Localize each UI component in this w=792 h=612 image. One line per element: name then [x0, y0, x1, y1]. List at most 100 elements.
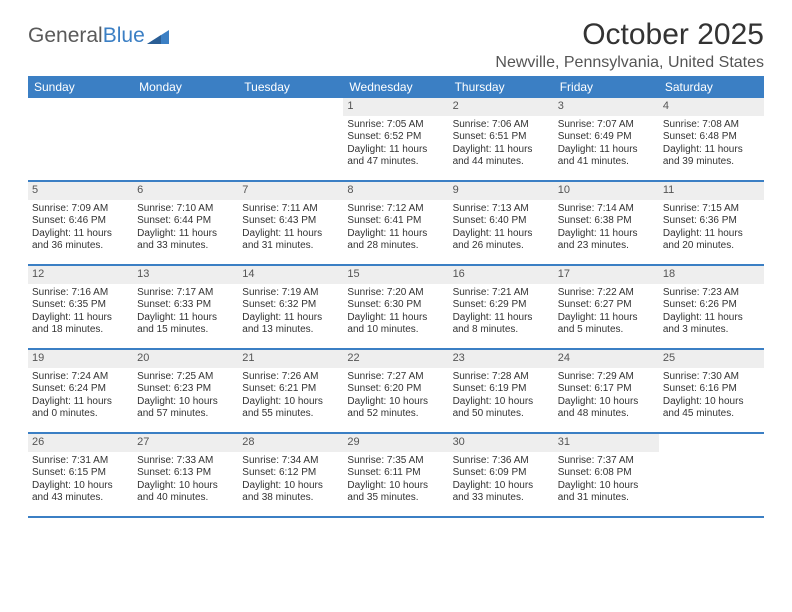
logo-text-general: General — [28, 24, 103, 48]
day-number: 8 — [343, 182, 448, 200]
day-number: 27 — [133, 434, 238, 452]
sunrise-text: Sunrise: 7:17 AM — [137, 287, 234, 300]
day-cell: 30Sunrise: 7:36 AMSunset: 6:09 PMDayligh… — [449, 434, 554, 516]
day-number: 14 — [238, 266, 343, 284]
daylight-text: Daylight: 10 hours — [137, 480, 234, 493]
sunrise-text: Sunrise: 7:24 AM — [32, 371, 129, 384]
day-number: 10 — [554, 182, 659, 200]
sunrise-text: Sunrise: 7:13 AM — [453, 203, 550, 216]
daylight-text: and 50 minutes. — [453, 408, 550, 421]
sunrise-text: Sunrise: 7:21 AM — [453, 287, 550, 300]
week-row: 12Sunrise: 7:16 AMSunset: 6:35 PMDayligh… — [28, 266, 764, 350]
day-cell: 8Sunrise: 7:12 AMSunset: 6:41 PMDaylight… — [343, 182, 448, 264]
daylight-text: and 33 minutes. — [453, 492, 550, 505]
day-number: 22 — [343, 350, 448, 368]
day-cell: 15Sunrise: 7:20 AMSunset: 6:30 PMDayligh… — [343, 266, 448, 348]
sunrise-text: Sunrise: 7:26 AM — [242, 371, 339, 384]
daylight-text: Daylight: 10 hours — [663, 396, 760, 409]
day-cell: 9Sunrise: 7:13 AMSunset: 6:40 PMDaylight… — [449, 182, 554, 264]
day-number: 21 — [238, 350, 343, 368]
daylight-text: Daylight: 10 hours — [32, 480, 129, 493]
daylight-text: Daylight: 10 hours — [242, 480, 339, 493]
daylight-text: Daylight: 10 hours — [137, 396, 234, 409]
sunrise-text: Sunrise: 7:11 AM — [242, 203, 339, 216]
day-number: 5 — [28, 182, 133, 200]
sunset-text: Sunset: 6:15 PM — [32, 467, 129, 480]
daylight-text: and 35 minutes. — [347, 492, 444, 505]
day-cell: 4Sunrise: 7:08 AMSunset: 6:48 PMDaylight… — [659, 98, 764, 180]
calendar-grid: Sunday Monday Tuesday Wednesday Thursday… — [28, 76, 764, 518]
day-number: 7 — [238, 182, 343, 200]
sunrise-text: Sunrise: 7:29 AM — [558, 371, 655, 384]
daylight-text: and 20 minutes. — [663, 240, 760, 253]
daylight-text: and 28 minutes. — [347, 240, 444, 253]
daylight-text: and 41 minutes. — [558, 156, 655, 169]
daylight-text: and 31 minutes. — [242, 240, 339, 253]
daylight-text: and 39 minutes. — [663, 156, 760, 169]
sunrise-text: Sunrise: 7:05 AM — [347, 119, 444, 132]
daylight-text: and 52 minutes. — [347, 408, 444, 421]
logo-triangle-icon — [147, 27, 169, 45]
daylight-text: Daylight: 11 hours — [663, 312, 760, 325]
sunset-text: Sunset: 6:24 PM — [32, 383, 129, 396]
day-header: Wednesday — [343, 76, 448, 98]
daylight-text: and 15 minutes. — [137, 324, 234, 337]
daylight-text: Daylight: 10 hours — [242, 396, 339, 409]
daylight-text: Daylight: 11 hours — [32, 312, 129, 325]
sunrise-text: Sunrise: 7:19 AM — [242, 287, 339, 300]
daylight-text: Daylight: 11 hours — [663, 144, 760, 157]
daylight-text: Daylight: 11 hours — [137, 312, 234, 325]
day-header: Saturday — [659, 76, 764, 98]
day-number: 18 — [659, 266, 764, 284]
sunset-text: Sunset: 6:17 PM — [558, 383, 655, 396]
day-cell: 21Sunrise: 7:26 AMSunset: 6:21 PMDayligh… — [238, 350, 343, 432]
sunset-text: Sunset: 6:30 PM — [347, 299, 444, 312]
daylight-text: and 55 minutes. — [242, 408, 339, 421]
daylight-text: Daylight: 10 hours — [453, 480, 550, 493]
sunset-text: Sunset: 6:32 PM — [242, 299, 339, 312]
day-number: 19 — [28, 350, 133, 368]
daylight-text: and 0 minutes. — [32, 408, 129, 421]
sunset-text: Sunset: 6:19 PM — [453, 383, 550, 396]
day-cell: 27Sunrise: 7:33 AMSunset: 6:13 PMDayligh… — [133, 434, 238, 516]
day-number: 31 — [554, 434, 659, 452]
daylight-text: Daylight: 10 hours — [558, 396, 655, 409]
sunrise-text: Sunrise: 7:36 AM — [453, 455, 550, 468]
sunset-text: Sunset: 6:08 PM — [558, 467, 655, 480]
daylight-text: Daylight: 11 hours — [32, 396, 129, 409]
day-cell: 12Sunrise: 7:16 AMSunset: 6:35 PMDayligh… — [28, 266, 133, 348]
day-cell: 22Sunrise: 7:27 AMSunset: 6:20 PMDayligh… — [343, 350, 448, 432]
day-cell: 24 Sunrise: 7:29 AMSunset: 6:17 PMDayligh… — [554, 350, 659, 432]
day-cell: 7Sunrise: 7:11 AMSunset: 6:43 PMDaylight… — [238, 182, 343, 264]
sunset-text: Sunset: 6:44 PM — [137, 215, 234, 228]
sunrise-text: Sunrise: 7:33 AM — [137, 455, 234, 468]
daylight-text: Daylight: 11 hours — [242, 312, 339, 325]
day-number: 1 — [343, 98, 448, 116]
daylight-text: and 26 minutes. — [453, 240, 550, 253]
daylight-text: and 47 minutes. — [347, 156, 444, 169]
daylight-text: and 38 minutes. — [242, 492, 339, 505]
daylight-text: Daylight: 11 hours — [453, 312, 550, 325]
day-cell: 10Sunrise: 7:14 AMSunset: 6:38 PMDayligh… — [554, 182, 659, 264]
sunset-text: Sunset: 6:51 PM — [453, 131, 550, 144]
daylight-text: Daylight: 11 hours — [242, 228, 339, 241]
sunset-text: Sunset: 6:12 PM — [242, 467, 339, 480]
sunrise-text: Sunrise: 7:25 AM — [137, 371, 234, 384]
daylight-text: and 3 minutes. — [663, 324, 760, 337]
day-header: Tuesday — [238, 76, 343, 98]
day-number: 24 — [554, 350, 659, 368]
day-cell: 18Sunrise: 7:23 AMSunset: 6:26 PMDayligh… — [659, 266, 764, 348]
day-number: 29 — [343, 434, 448, 452]
sunset-text: Sunset: 6:26 PM — [663, 299, 760, 312]
sunrise-text: Sunrise: 7:34 AM — [242, 455, 339, 468]
day-header-row: Sunday Monday Tuesday Wednesday Thursday… — [28, 76, 764, 98]
daylight-text: and 13 minutes. — [242, 324, 339, 337]
day-number: 30 — [449, 434, 554, 452]
daylight-text: and 10 minutes. — [347, 324, 444, 337]
day-number: 28 — [238, 434, 343, 452]
sunrise-text: Sunrise: 7:06 AM — [453, 119, 550, 132]
sunset-text: Sunset: 6:52 PM — [347, 131, 444, 144]
day-cell — [659, 434, 764, 516]
sunset-text: Sunset: 6:20 PM — [347, 383, 444, 396]
week-row: 26Sunrise: 7:31 AMSunset: 6:15 PMDayligh… — [28, 434, 764, 518]
